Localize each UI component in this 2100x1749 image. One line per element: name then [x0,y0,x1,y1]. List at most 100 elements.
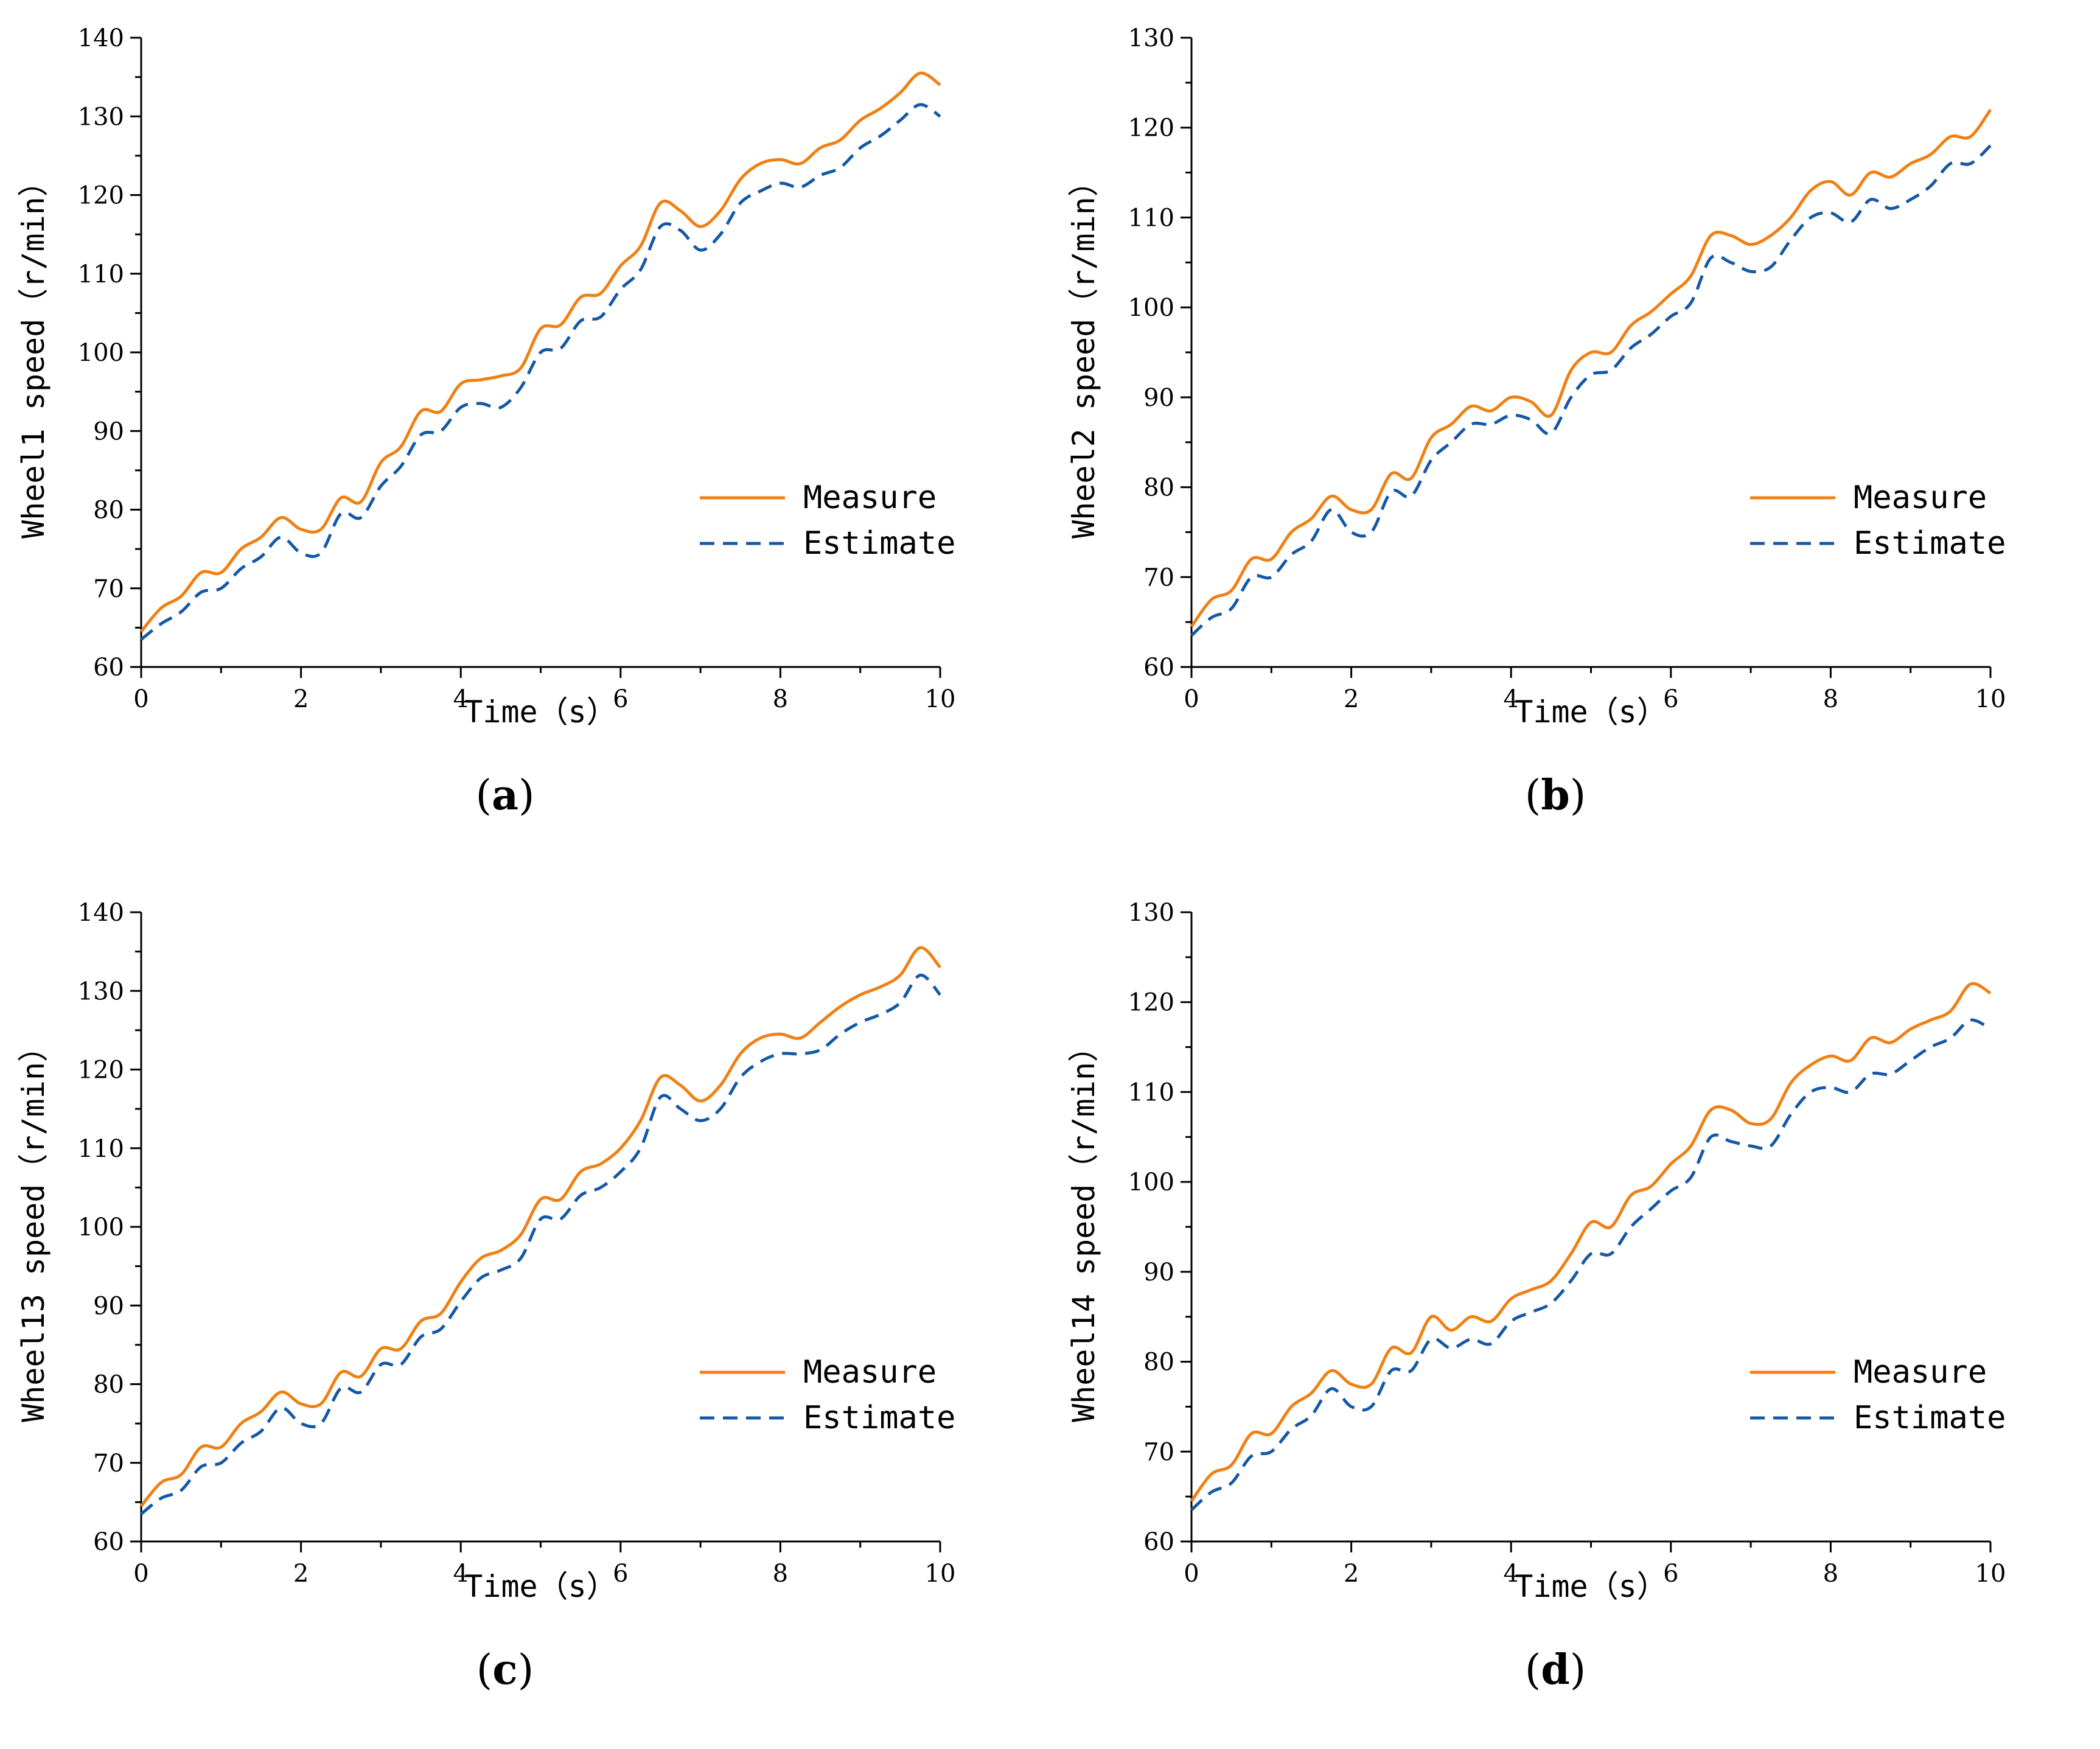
x-tick-label: 2 [1344,1560,1359,1588]
chart-a: 0 2 4 6 8 10 60 70 80 90 100 110 120 130 140 Time（s） Whe… [16,24,956,820]
chart-panel-c: 0 2 4 6 8 10 60 70 80 90 100 110 120 130 140 Time（s） Whe… [0,874,1050,1749]
series-line-measure [140,71,941,633]
y-tick-label: 60 [1143,1528,1174,1556]
y-tick-label: 140 [78,24,124,52]
y-tick-label: 80 [93,1371,124,1399]
y-tick-label: 90 [1143,384,1174,412]
x-tick-label: 10 [925,685,956,713]
legend-label-measure: Measure [1854,480,1987,516]
caption-letter: b [1541,771,1570,820]
x-tick-label: 6 [1663,1560,1678,1588]
caption-open-paren: ( [1525,772,1541,820]
x-tick-label: 6 [613,1560,628,1588]
chart-b: 0 2 4 6 8 10 60 70 80 90 100 110 120 130 Time（s） Wheel2… [1066,24,2006,820]
y-tick-label: 110 [1128,1078,1174,1106]
x-tick-label: 6 [1663,685,1678,713]
x-tick-label: 8 [1823,1560,1838,1588]
y-tick-label: 120 [1128,989,1174,1017]
y-tick-label: 70 [1143,564,1174,592]
chart-d: 0 2 4 6 8 10 60 70 80 90 100 110 120 130 Time（s） Wheel1… [1066,899,2006,1694]
y-tick-label: 80 [1143,474,1174,502]
x-tick-label: 4 [1503,685,1518,713]
y-axis-title: Wheel14 speed（r/min） [1066,1032,1101,1422]
caption-letter: d [1541,1646,1570,1694]
y-tick-label: 110 [1128,204,1174,232]
series-line-measure [1190,108,1992,627]
y-tick-label: 80 [1143,1349,1174,1377]
panel-caption: (d) [1525,1646,1586,1694]
y-tick-label: 110 [78,1135,124,1163]
y-tick-label: 110 [78,260,124,288]
x-tick-label: 0 [1184,1560,1199,1588]
y-tick-label: 120 [78,1056,124,1084]
x-tick-label: 8 [773,1560,788,1588]
y-tick-label: 130 [78,977,124,1005]
x-tick-label: 0 [1184,685,1199,713]
y-axis-title: Wheel2 speed（r/min） [1066,166,1101,539]
y-axis-title: Wheel13 speed（r/min） [16,1032,51,1422]
panel-caption: (c) [476,1646,534,1694]
y-tick-label: 90 [93,417,124,445]
y-tick-label: 130 [1128,899,1174,927]
x-tick-label: 10 [925,1560,956,1588]
y-tick-label: 60 [1143,654,1174,682]
panel-caption: (a) [475,771,534,820]
caption-open-paren: ( [1525,1646,1541,1694]
y-tick-label: 100 [1128,1168,1174,1196]
series-line-measure [1190,982,1992,1502]
legend-label-measure: Measure [1854,1354,1987,1391]
y-tick-label: 130 [78,103,124,131]
legend-label-estimate: Estimate [803,525,955,562]
x-tick-label: 2 [293,1560,309,1588]
y-tick-label: 60 [93,1528,124,1556]
x-tick-label: 2 [293,685,309,713]
x-axis-title: Time（s） [464,694,617,730]
y-tick-label: 120 [78,182,124,210]
legend-label-measure: Measure [803,480,937,516]
x-tick-label: 8 [1823,685,1838,713]
y-tick-label: 100 [78,339,124,367]
x-axis-title: Time（s） [464,1569,617,1604]
chart-panel-a: 0 2 4 6 8 10 60 70 80 90 100 110 120 130 140 Time（s） Whe… [0,0,1050,874]
caption-open-paren: ( [476,1646,493,1694]
x-tick-label: 4 [453,1560,468,1588]
y-tick-label: 80 [93,497,124,525]
caption-close-paren: ) [1570,772,1586,820]
legend-label-measure: Measure [803,1354,937,1391]
y-tick-label: 100 [1128,294,1174,322]
caption-close-paren: ) [518,1646,534,1694]
y-tick-label: 70 [1143,1438,1174,1466]
series-line-estimate [140,103,941,641]
panel-caption: (b) [1525,771,1586,820]
x-axis-title: Time（s） [1515,1569,1667,1604]
legend-label-estimate: Estimate [803,1400,955,1436]
x-tick-label: 8 [773,685,788,713]
caption-close-paren: ) [1570,1646,1586,1694]
y-tick-label: 90 [1143,1259,1174,1286]
y-tick-label: 130 [1128,24,1174,52]
x-tick-label: 4 [453,685,468,713]
y-tick-label: 100 [78,1213,124,1241]
y-tick-label: 70 [93,1450,124,1478]
x-tick-label: 2 [1344,685,1359,713]
y-tick-label: 90 [93,1292,124,1320]
y-tick-label: 70 [93,575,124,603]
x-tick-label: 0 [133,685,148,713]
caption-close-paren: ) [518,772,535,820]
series-line-estimate [1190,144,1992,637]
caption-letter: a [492,771,518,820]
legend-label-estimate: Estimate [1854,525,2006,562]
x-tick-label: 6 [613,685,628,713]
series-line-estimate [140,973,941,1515]
chart-c: 0 2 4 6 8 10 60 70 80 90 100 110 120 130 140 Time（s） Whe… [16,899,956,1694]
x-tick-label: 10 [1975,1560,2006,1588]
series-line-measure [140,946,941,1507]
y-tick-label: 120 [1128,114,1174,142]
caption-open-paren: ( [475,772,492,820]
series-line-estimate [1190,1018,1992,1512]
x-tick-label: 4 [1503,1560,1518,1588]
x-tick-label: 0 [133,1560,148,1588]
chart-panel-d: 0 2 4 6 8 10 60 70 80 90 100 110 120 130 Time（s） Wheel1… [1050,874,2100,1749]
y-axis-title: Wheel1 speed（r/min） [16,166,51,539]
y-tick-label: 60 [93,654,124,682]
